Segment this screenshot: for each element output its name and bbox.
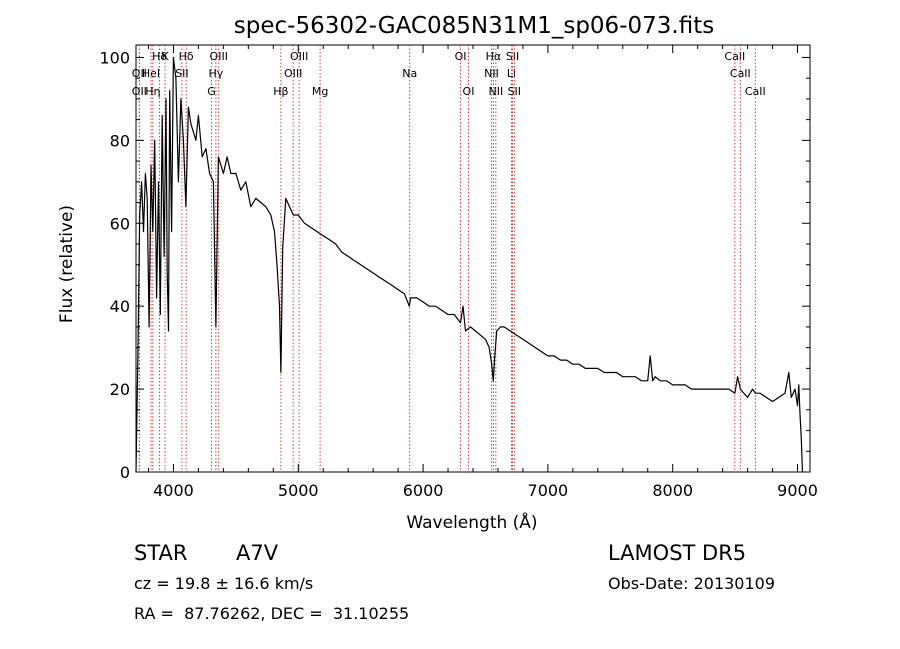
line-label-low-4: Mg [312, 85, 328, 98]
y-tick-label-1: 20 [110, 380, 130, 399]
line-label-low-1: Hη [145, 85, 160, 98]
line-label-mid-2: SII [175, 67, 188, 80]
object-class: STAR [134, 541, 188, 565]
line-label-low-2: G [207, 85, 216, 98]
x-tick-label-2: 6000 [403, 481, 444, 500]
y-tick-label-2: 40 [110, 297, 130, 316]
y-tick-label-3: 60 [110, 214, 130, 233]
redshift-text: cz = 19.8 ± 16.6 km/s [134, 574, 314, 593]
line-label-top-4: OIII [290, 50, 308, 63]
line-label-top-5: OI [455, 50, 467, 63]
line-label-top-0: Hδ [152, 50, 167, 63]
line-label-top-7: SII [506, 50, 519, 63]
x-tick-label-4: 8000 [652, 481, 693, 500]
line-label-low-0: OII [132, 85, 147, 98]
line-label-mid-1: HeI [142, 67, 160, 80]
chart-title: spec-56302-GAC085N31M1_sp06-073.fits [234, 13, 714, 39]
line-label-top-1: K [161, 50, 169, 63]
plot-frame [135, 44, 811, 473]
x-axis-label: Wavelength (Å) [406, 511, 537, 533]
object-subclass: A7V [236, 541, 279, 565]
spectrum-line-0 [135, 56, 804, 473]
line-label-top-8: CaII [724, 50, 745, 63]
y-tick-label-0: 0 [120, 463, 130, 482]
y-tick-label-5: 100 [99, 48, 130, 67]
line-label-mid-4: OIII [284, 67, 302, 80]
y-tick-label-4: 80 [110, 131, 130, 150]
x-tick-label-1: 5000 [278, 481, 319, 500]
line-label-low-3: Hβ [273, 85, 288, 98]
line-label-mid-7: Li [507, 67, 516, 80]
line-label-mid-6: NII [484, 67, 499, 80]
survey-name: LAMOST DR5 [608, 541, 747, 565]
line-label-top-6: Hα [486, 50, 502, 63]
y-axis-label: Flux (relative) [57, 205, 77, 323]
coordinates: RA = 87.76262, DEC = 31.10255 [134, 604, 410, 623]
line-label-low-6: NII [488, 85, 503, 98]
x-tick-label-5: 9000 [777, 481, 818, 500]
line-label-low-8: CaII [745, 85, 766, 98]
x-tick-label-0: 4000 [153, 481, 194, 500]
line-label-mid-5: Na [402, 67, 417, 80]
line-label-mid-8: CaII [730, 67, 751, 80]
line-label-low-7: SII [508, 85, 521, 98]
line-label-top-3: OIII [210, 50, 228, 63]
line-label-mid-3: Hγ [208, 67, 223, 80]
line-label-low-5: OI [463, 85, 475, 98]
x-tick-label-3: 7000 [528, 481, 569, 500]
obs-date: Obs-Date: 20130109 [608, 574, 776, 593]
line-label-top-2: Hδ [179, 50, 194, 63]
